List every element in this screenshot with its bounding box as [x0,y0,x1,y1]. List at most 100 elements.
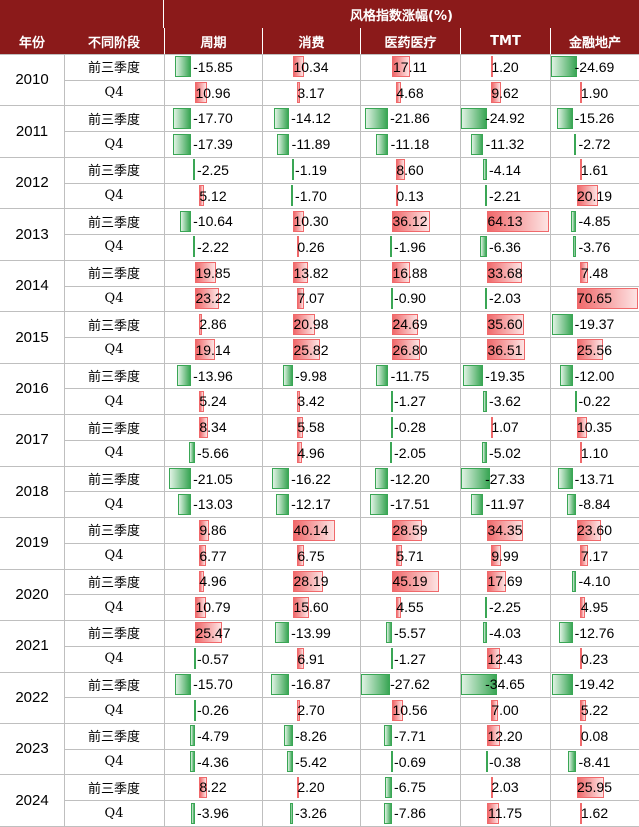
bar-cyclical [198,519,210,541]
value-label-healthcare: 26.80 [392,341,428,358]
value-label-tmt: -19.35 [485,367,525,384]
stage-label: 前三季度 [87,318,140,334]
bar-healthcare [395,185,398,206]
value-label-tmt: 7.00 [491,702,519,719]
value-label-financial-realestate: 0.23 [580,650,609,667]
value-label-consumer: 10.34 [293,58,329,75]
bar-tmt [490,416,493,438]
bar-consumer [293,56,304,78]
bar-financial-realestate [580,802,583,824]
value-label-cyclical: -13.96 [193,367,233,384]
value-label-healthcare: -7.71 [394,727,426,744]
bar-tmt [484,185,487,206]
stage-label: 前三季度 [87,781,140,797]
row-divider [0,311,639,312]
value-label-cyclical: -0.57 [197,650,229,667]
bar-healthcare [386,622,392,644]
value-label-tmt: -2.03 [489,290,521,307]
column-divider [360,54,361,826]
value-label-tmt: 1.07 [491,419,519,436]
stage-label: Q4 [104,496,124,512]
value-label-tmt: 34.35 [487,521,523,538]
bar-healthcare [395,596,401,618]
row-divider [0,672,639,673]
year-label: 2014 [15,277,49,295]
bar-financial-realestate [567,493,577,515]
value-label-healthcare: -0.90 [394,290,426,307]
value-label-consumer: 20.98 [293,316,329,333]
stage-label: 前三季度 [87,215,140,231]
value-label-cyclical: -21.05 [193,470,233,487]
bar-cyclical [192,159,195,181]
value-label-tmt: 11.75 [488,805,522,822]
bar-tmt [485,751,488,773]
bar-cyclical [189,725,195,747]
column-divider [164,54,165,826]
bar-tmt [482,159,487,181]
value-label-consumer: -11.89 [291,136,331,153]
bar-financial-realestate [580,596,586,618]
value-label-tmt: -24.92 [485,110,525,127]
row-divider [64,697,639,698]
bar-financial-realestate [558,468,573,490]
bar-consumer [274,107,290,129]
bar-consumer [293,570,323,592]
value-label-tmt: -3.62 [489,393,521,410]
value-label-consumer: 6.75 [297,547,325,564]
year-label: 2024 [15,791,49,809]
value-label-financial-realestate: 7.17 [580,547,609,564]
value-label-healthcare: -5.57 [394,624,426,641]
bar-tmt [461,107,488,129]
value-label-healthcare: -2.05 [394,444,426,461]
value-label-financial-realestate: 25.56 [576,341,613,358]
bar-tmt [487,339,526,361]
value-label-tmt: 64.13 [487,213,523,230]
row-divider [64,286,639,287]
bar-consumer [287,751,293,773]
value-label-financial-realestate: 1.90 [580,84,609,101]
value-label-tmt: -11.32 [485,136,525,153]
bar-cyclical [177,493,192,515]
bar-cyclical [195,262,216,284]
value-label-cyclical: -17.39 [193,136,233,153]
stage-label: 前三季度 [87,61,140,77]
year-label: 2010 [15,71,49,89]
bar-tmt [487,570,506,592]
bar-consumer [296,442,302,464]
bar-tmt [461,673,498,695]
value-label-consumer: 2.20 [297,779,325,796]
bar-tmt [483,390,487,412]
stage-label: Q4 [104,85,124,101]
value-label-financial-realestate: 1.62 [580,805,609,822]
value-label-tmt: -2.21 [489,187,521,204]
bar-tmt [490,699,499,721]
value-label-cyclical: 23.22 [195,290,231,307]
stage-label: Q4 [104,239,124,255]
bar-healthcare [392,313,418,335]
value-label-tmt: 35.60 [487,316,523,333]
stage-label: 前三季度 [87,575,140,591]
value-label-cyclical: 6.77 [199,547,227,564]
bar-consumer [296,776,300,798]
bar-cyclical [195,622,222,644]
column-header-tmt: TMT [460,28,550,54]
stage-label: 前三季度 [87,421,140,437]
bar-cyclical [172,107,192,129]
value-label-consumer: 10.30 [293,213,329,230]
value-label-consumer: 15.60 [293,599,329,616]
bar-financial-realestate [576,185,598,206]
bar-consumer [293,596,310,618]
stage-label: 前三季度 [87,164,140,180]
bar-healthcare [395,545,402,567]
bar-consumer [296,287,305,309]
value-label-cyclical: 10.96 [195,84,231,101]
value-label-consumer: 25.82 [293,341,329,358]
bar-healthcare [389,236,392,258]
bar-financial-realestate [556,107,573,129]
stage-label: 前三季度 [87,267,140,283]
value-label-financial-realestate: -8.41 [578,753,611,770]
value-label-healthcare: -17.51 [390,496,430,513]
value-label-consumer: -9.98 [295,367,327,384]
bar-financial-realestate [576,519,602,541]
